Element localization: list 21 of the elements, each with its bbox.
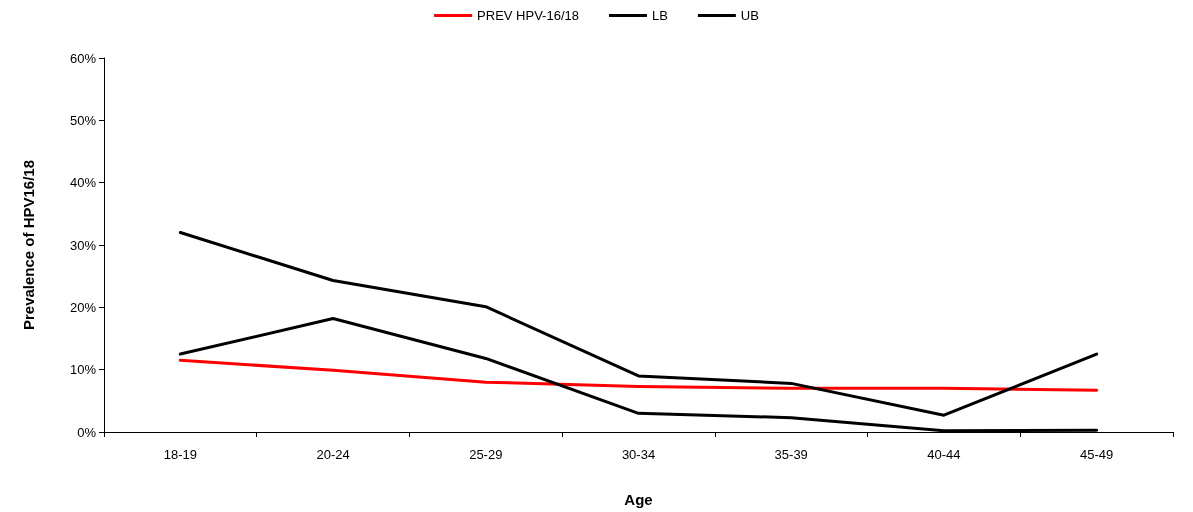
y-tick-label: 50% bbox=[69, 112, 97, 128]
y-axis-title: Prevalence of HPV16/18 bbox=[20, 159, 37, 331]
x-tick-label: 40-44 bbox=[927, 447, 961, 462]
x-tick-label: 20-24 bbox=[316, 447, 350, 462]
x-axis-title: Age bbox=[624, 491, 653, 508]
line-series bbox=[178, 358, 1099, 392]
x-tick-label: 30-34 bbox=[621, 447, 656, 462]
x-tick-label: 35-39 bbox=[774, 447, 808, 462]
y-tick-label: 30% bbox=[69, 237, 97, 253]
y-tick-label: 10% bbox=[69, 362, 97, 378]
x-tick-label: 18-19 bbox=[163, 447, 197, 462]
x-tick-label: 25-29 bbox=[469, 447, 503, 462]
y-tick-label: 0% bbox=[77, 424, 97, 440]
legend-label: LB bbox=[651, 8, 668, 23]
y-tick-label: 20% bbox=[69, 299, 97, 315]
line-series bbox=[178, 231, 1099, 417]
legend-label: UB bbox=[740, 8, 759, 23]
y-tick-label: 40% bbox=[69, 175, 97, 191]
x-tick-label: 45-49 bbox=[1080, 447, 1114, 462]
y-tick-label: 60% bbox=[69, 50, 97, 66]
legend-label: PREV HPV-16/18 bbox=[477, 8, 579, 23]
